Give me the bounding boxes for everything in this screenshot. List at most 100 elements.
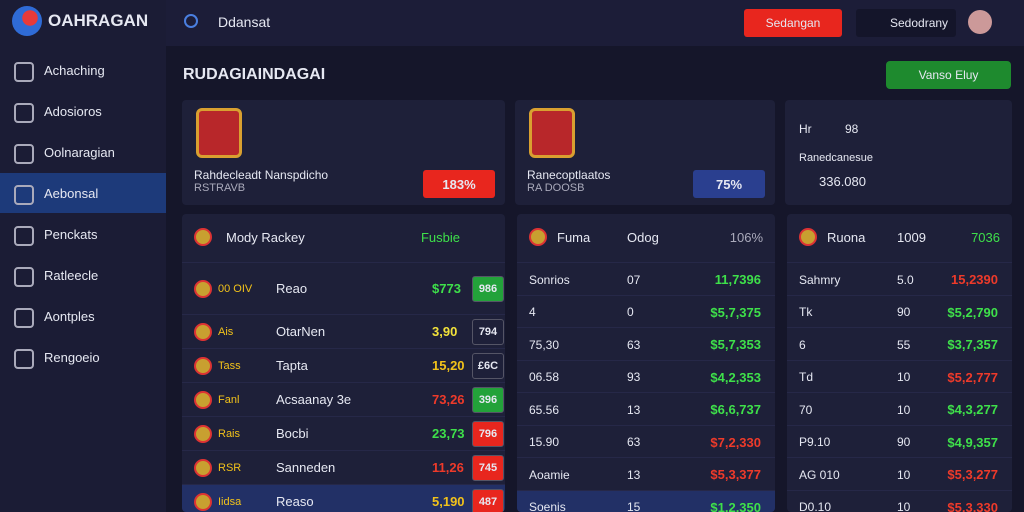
table-row[interactable]: Aoamie 13 $5,3,377 <box>517 457 775 491</box>
page-title: RUDAGIAINDAGAI <box>183 66 326 83</box>
table-row[interactable]: Sahmry 5.0 15,2390 <box>787 262 1012 296</box>
table-row[interactable]: Iidsa Reaso 5,190 487 <box>182 484 505 512</box>
table-row[interactable]: 65.56 13 $6,6,737 <box>517 392 775 426</box>
table-row[interactable]: P9.10 90 $4,9,357 <box>787 424 1012 459</box>
row-label: Sonrios <box>529 272 570 287</box>
odds-badge[interactable]: 396 <box>472 387 504 413</box>
team-code: RSR <box>218 461 242 474</box>
team-icon <box>194 357 212 375</box>
odds-badge[interactable]: 986 <box>472 276 504 302</box>
table-row[interactable]: Td 10 $5,2,777 <box>787 359 1012 394</box>
row-count: 10 <box>897 402 911 417</box>
odds-badge[interactable]: £6C <box>472 353 504 379</box>
table-row[interactable]: 06.58 93 $4,2,353 <box>517 359 775 394</box>
odds-table: Ruona 1009 7036 Sahmry 5.0 15,2390 Tk 90 $5,2,79… <box>787 214 1012 512</box>
team-code: Rais <box>218 427 241 440</box>
row-amount: $6,6,737 <box>710 402 761 417</box>
team-code: Iidsa <box>218 495 242 508</box>
nav-item[interactable]: Ratleecle <box>0 255 166 295</box>
row-label: D0.10 <box>799 500 832 512</box>
table-header: Fusbie <box>420 230 460 245</box>
team-name: OtarNen <box>276 324 326 339</box>
table-row[interactable]: 15.90 63 $7,2,330 <box>517 424 775 459</box>
table-header: 106% <box>729 230 763 245</box>
row-label: Aoamie <box>529 467 570 482</box>
table-row[interactable]: Sonrios 07 11,7396 <box>517 262 775 296</box>
user-menu[interactable]: Sedodrany <box>856 9 956 37</box>
topbar: Ddansat Sedangan Sedodrany <box>166 0 1024 46</box>
table-row[interactable]: Rais Bocbi 23,73 796 <box>182 416 505 450</box>
team-name: Tapta <box>276 358 308 373</box>
row-count: 90 <box>897 435 911 449</box>
odds-badge[interactable]: 75% <box>693 170 765 198</box>
card-text: Rahdecleadt Nanspdicho <box>194 168 329 182</box>
table-row[interactable]: Fanl Acsaanay 3e 73,26 396 <box>182 382 505 416</box>
team-code: Ais <box>218 325 234 338</box>
card-sub: RSTRAVB <box>194 182 246 194</box>
row-label: 15.90 <box>529 435 560 449</box>
nav-item[interactable]: Oolnaragian <box>0 132 166 172</box>
nav-item[interactable]: Aebonsal <box>0 173 166 213</box>
row-label: AG 010 <box>799 467 840 482</box>
row-label: Soenis <box>529 500 566 512</box>
odds-value: 5,190 <box>432 494 465 509</box>
row-count: 5.0 <box>897 272 914 287</box>
table-row[interactable]: Tass Tapta 15,20 £6C <box>182 348 505 382</box>
row-count: 13 <box>627 402 641 417</box>
team-icon <box>194 391 212 409</box>
match-card: Ranecoptlaatos RA DOOSB 75% <box>515 100 775 205</box>
team-crest <box>196 108 242 158</box>
row-label: 6 <box>799 337 806 352</box>
table-row[interactable]: RSR Sanneden 11,26 745 <box>182 450 505 484</box>
row-amount: $4,3,277 <box>947 402 998 417</box>
row-count: 55 <box>897 337 911 352</box>
table-row[interactable]: Ais OtarNen 3,90 794 <box>182 314 505 348</box>
table-row[interactable]: 75,30 63 $5,7,353 <box>517 327 775 361</box>
table-row[interactable]: D0.10 10 $5,3,330 <box>787 489 1012 512</box>
nav-item[interactable]: Achaching <box>0 50 166 90</box>
header-icon <box>529 228 547 246</box>
nav-item[interactable]: Adosioros <box>0 91 166 131</box>
team-code: 00 OIV <box>218 282 253 295</box>
table-row[interactable]: 6 55 $3,7,357 <box>787 327 1012 361</box>
odds-value: 15,20 <box>432 358 465 373</box>
card-sub: 336.080 <box>819 174 866 189</box>
row-amount: 15,2390 <box>951 272 998 287</box>
odds-badge[interactable]: 796 <box>472 421 504 447</box>
nav-item[interactable]: Rengoeio <box>0 337 166 377</box>
row-amount: $4,2,353 <box>710 369 761 385</box>
row-amount: $5,7,375 <box>710 304 761 320</box>
table-row[interactable]: 00 OIV Reao $773 986 <box>182 262 505 314</box>
row-label: Td <box>799 370 814 384</box>
avatar[interactable] <box>968 10 992 34</box>
card-sub: RA DOOSB <box>527 182 585 194</box>
table-row[interactable]: AG 010 10 $5,3,277 <box>787 457 1012 491</box>
row-label: 06.58 <box>529 370 560 384</box>
table-row[interactable]: Tk 90 $5,2,790 <box>787 294 1012 329</box>
row-amount: $4,9,357 <box>947 434 998 450</box>
odds-value: 11,26 <box>432 460 464 475</box>
odds-badge[interactable]: 183% <box>423 170 495 198</box>
table-row[interactable]: Soenis 15 $1,2,350 <box>517 489 775 512</box>
team-icon <box>194 323 212 341</box>
table-row[interactable]: 70 10 $4,3,277 <box>787 392 1012 426</box>
nav-item[interactable]: Penckats <box>0 214 166 254</box>
row-label: 75,30 <box>529 337 560 352</box>
team-crest <box>529 108 575 158</box>
odds-value: 23,73 <box>432 426 465 441</box>
row-count: 93 <box>627 370 641 384</box>
match-card: Hr 98 Ranedcanesue 336.080 <box>785 100 1012 205</box>
team-name: Reao <box>276 281 308 296</box>
nav-item[interactable]: Aontples <box>0 296 166 336</box>
team-icon <box>194 459 212 477</box>
search-input[interactable]: Ddansat <box>218 14 271 30</box>
row-amount: $5,3,330 <box>947 499 998 512</box>
odds-badge[interactable]: 487 <box>472 489 504 512</box>
odds-badge[interactable]: 745 <box>472 455 504 481</box>
card-text: Ranecoptlaatos <box>527 168 611 182</box>
table-row[interactable]: 4 0 $5,7,375 <box>517 294 775 329</box>
odds-badge[interactable]: 794 <box>472 319 504 345</box>
button[interactable]: Sedangan <box>744 9 842 37</box>
logo[interactable]: OAHRAGAN <box>12 6 162 36</box>
action-button[interactable]: Vanso Eluy <box>886 61 1011 89</box>
